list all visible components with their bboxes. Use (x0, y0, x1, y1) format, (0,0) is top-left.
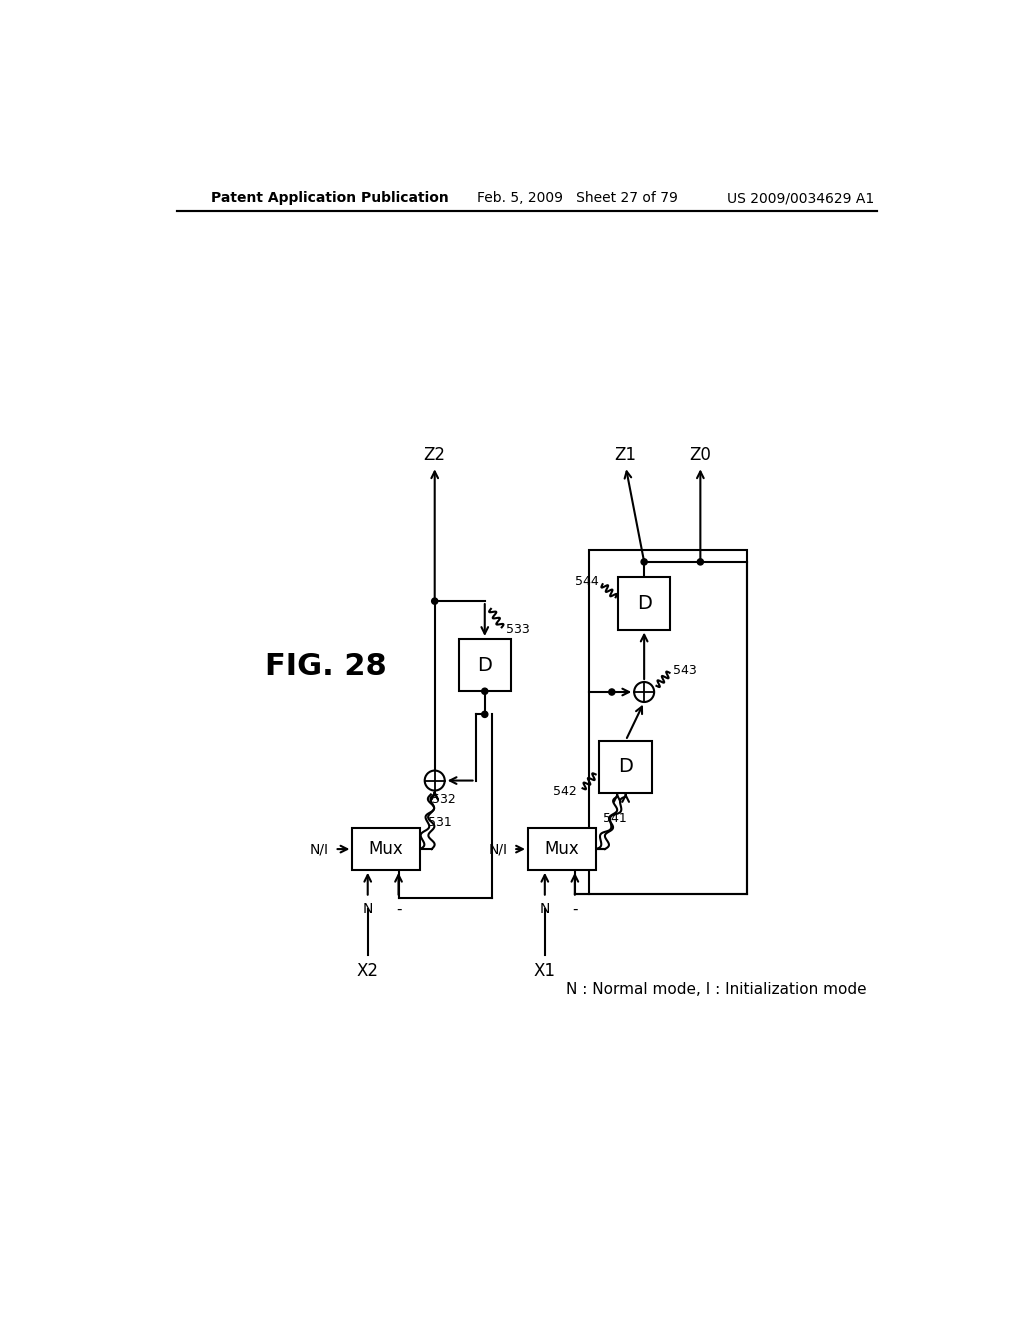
Text: -: - (572, 902, 578, 916)
Circle shape (697, 558, 703, 565)
Bar (589, 549, 746, 894)
Text: US 2009/0034629 A1: US 2009/0034629 A1 (727, 191, 874, 206)
Text: Z2: Z2 (424, 446, 445, 463)
Bar (617, 577, 671, 630)
Text: 531: 531 (428, 816, 452, 829)
Text: N : Normal mode, I : Initialization mode: N : Normal mode, I : Initialization mode (565, 982, 866, 998)
Bar (352, 828, 420, 870)
Text: 544: 544 (574, 576, 599, 589)
Text: N: N (540, 902, 550, 916)
Text: FIG. 28: FIG. 28 (265, 652, 387, 681)
Circle shape (432, 598, 438, 605)
Text: Z0: Z0 (689, 446, 712, 463)
Text: 543: 543 (673, 664, 696, 677)
Text: -: - (395, 902, 401, 916)
Bar (528, 828, 596, 870)
Text: N/I: N/I (488, 842, 508, 857)
Bar (599, 741, 652, 793)
Circle shape (634, 682, 654, 702)
Text: D: D (637, 594, 651, 612)
Text: Z1: Z1 (614, 446, 637, 463)
Text: Mux: Mux (369, 840, 403, 858)
Circle shape (425, 771, 444, 791)
Text: Feb. 5, 2009   Sheet 27 of 79: Feb. 5, 2009 Sheet 27 of 79 (477, 191, 678, 206)
Bar (459, 639, 511, 692)
Text: 541: 541 (603, 812, 627, 825)
Text: 532: 532 (432, 792, 456, 805)
Text: D: D (618, 758, 633, 776)
Circle shape (608, 689, 614, 696)
Text: Mux: Mux (545, 840, 580, 858)
Circle shape (641, 558, 647, 565)
Text: N/I: N/I (309, 842, 329, 857)
Text: N: N (362, 902, 373, 916)
Text: X2: X2 (356, 962, 379, 979)
Text: Patent Application Publication: Patent Application Publication (211, 191, 450, 206)
Text: 533: 533 (506, 623, 530, 636)
Text: 542: 542 (553, 785, 577, 797)
Circle shape (481, 711, 487, 718)
Circle shape (481, 688, 487, 694)
Text: X1: X1 (534, 962, 556, 979)
Text: D: D (477, 656, 493, 675)
